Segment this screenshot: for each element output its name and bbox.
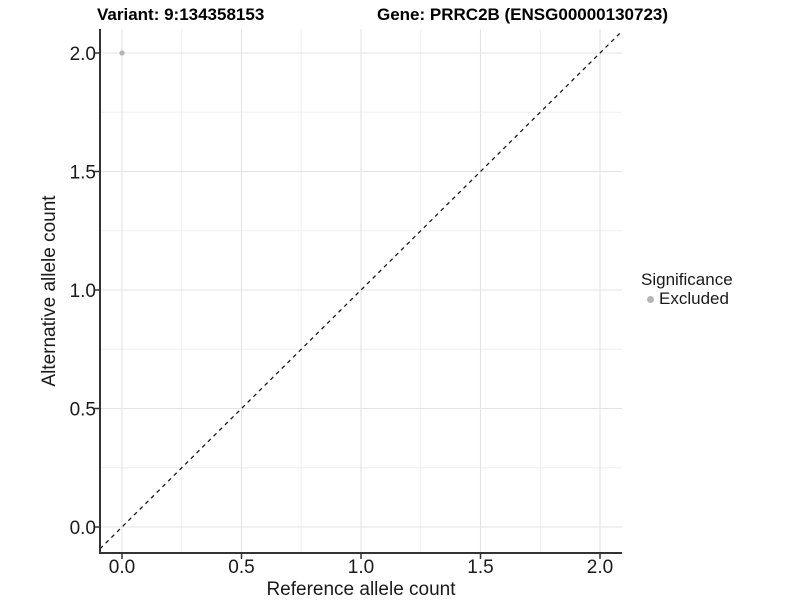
data-point	[119, 50, 125, 56]
excluded-point-icon	[647, 295, 654, 303]
plot-title-gene: Gene: PRRC2B (ENSG00000130723)	[377, 5, 669, 24]
legend-item-excluded: Excluded	[641, 289, 733, 308]
x-tick-label: 0.0	[109, 557, 135, 578]
legend: Significance Excluded	[641, 270, 733, 308]
legend-title: Significance	[641, 270, 733, 289]
x-tick-label: 1.5	[467, 557, 493, 578]
y-tick-label: 0.5	[70, 400, 96, 421]
plot-title-variant: Variant: 9:134358153	[97, 5, 265, 24]
x-tick-label: 1.0	[348, 557, 374, 578]
y-tick-label: 1.5	[70, 163, 96, 184]
legend-item-label: Excluded	[659, 289, 729, 308]
identity-dashed-line	[99, 30, 623, 550]
x-tick-label: 0.5	[228, 557, 254, 578]
y-tick-label: 0.0	[70, 518, 96, 539]
y-axis-title: Alternative allele count	[39, 195, 60, 387]
x-tick-label: 2.0	[587, 557, 613, 578]
x-axis-title: Reference allele count	[266, 579, 456, 600]
y-tick-label: 2.0	[70, 44, 96, 65]
y-tick-label: 1.0	[70, 281, 96, 302]
